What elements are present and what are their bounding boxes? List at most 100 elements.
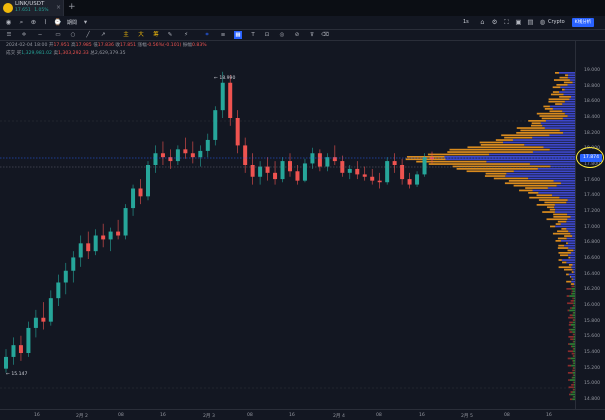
profile-bar-buy <box>524 144 575 146</box>
profile-bar-sell <box>558 259 562 261</box>
profile-bar-buy <box>444 156 575 158</box>
globe-icon[interactable]: ◍ <box>539 18 546 26</box>
magnet-icon[interactable]: ⌗ <box>205 32 209 38</box>
profile-bar-buy <box>573 297 575 300</box>
profile-bar-sell <box>550 93 564 96</box>
profile-bar-sell <box>572 355 575 357</box>
timezone-label[interactable]: 1s <box>463 19 469 25</box>
profile-bar-buy <box>559 91 575 93</box>
profile-bar-buy <box>570 216 575 218</box>
price-label: 16.800 <box>584 240 601 246</box>
profile-bar-sell <box>508 180 554 182</box>
profile-bar-sell <box>570 345 572 348</box>
eye-icon[interactable]: ◎ <box>279 32 285 38</box>
profile-bar-buy <box>559 129 575 132</box>
volume-sell: 1,303,292.33 <box>58 51 89 56</box>
profile-bar-buy <box>572 321 575 324</box>
profile-bar-sell <box>549 208 556 211</box>
measure-icon[interactable]: ▦ <box>234 31 242 39</box>
profile-bar-buy <box>567 74 575 77</box>
arrow-icon[interactable]: ↗ <box>100 32 106 38</box>
profile-bar-buy <box>574 369 575 372</box>
close-tab-icon[interactable]: × <box>56 4 62 11</box>
profile-bar-buy <box>562 110 575 113</box>
candle-body <box>11 345 16 357</box>
profile-bar-buy <box>538 192 575 194</box>
candle-body <box>93 235 98 252</box>
volume-total-label: 总 <box>90 51 95 56</box>
candle-body <box>325 157 330 167</box>
pattern-icon[interactable]: ⚡ <box>184 32 188 38</box>
profile-bar-sell <box>538 199 568 201</box>
high-annotation: ← 18.990 <box>214 76 236 81</box>
menu-icon[interactable]: ☰ <box>6 32 12 38</box>
fullscreen-icon[interactable]: ⛶ <box>504 18 509 26</box>
legend-amp: 0.83% <box>192 43 207 48</box>
chevron-down-icon[interactable]: ▾ <box>83 18 88 26</box>
horizontal-line-icon[interactable]: ─ <box>38 32 42 38</box>
compare-icon[interactable]: ⊕ <box>30 18 37 26</box>
layout-icon[interactable]: ▣ <box>515 18 522 26</box>
time-axis[interactable]: 16 2月 2 08 16 2月 3 08 16 2月 4 08 16 2月 5 08 16 <box>0 409 605 420</box>
text-icon[interactable]: T <box>251 32 255 38</box>
profile-bar-buy <box>574 367 575 369</box>
legend-high: 17.985 <box>75 43 92 48</box>
indicator-big-icon[interactable]: 大 <box>138 32 144 38</box>
avatar-icon[interactable]: ◉ <box>5 18 12 26</box>
candle-body <box>362 174 367 177</box>
profile-bar-sell <box>513 184 557 187</box>
indicator-main-icon[interactable]: 主 <box>123 32 129 38</box>
profile-bar-sell <box>566 242 568 245</box>
indicator-chips-icon[interactable]: 筹 <box>153 32 159 38</box>
profile-bar-buy <box>573 249 575 252</box>
volume-sell-label: 卖 <box>53 51 59 56</box>
profile-bar-sell <box>572 374 574 377</box>
candle-body <box>198 150 203 158</box>
legend-open-label: 开 <box>48 43 54 48</box>
fib-icon[interactable]: ≡ <box>220 32 226 38</box>
brush-icon[interactable]: ✎ <box>167 32 173 38</box>
trade-analysis-button[interactable]: K线分析 <box>572 18 594 27</box>
profile-bar-sell <box>546 218 568 221</box>
price-scale[interactable]: 19.000 18.800 18.600 18.400 18.200 18.000 17.8… <box>575 41 605 409</box>
profile-bar-buy <box>552 194 575 197</box>
camera-icon[interactable]: ⌂ <box>480 18 485 26</box>
profile-bar-sell <box>571 376 573 379</box>
profile-bar-sell <box>544 108 553 110</box>
profile-bar-sell <box>493 177 529 180</box>
circle-icon[interactable]: ○ <box>70 32 76 38</box>
candle-body <box>146 165 150 197</box>
add-tab-icon[interactable]: + <box>68 2 76 12</box>
profile-bar-sell <box>563 81 573 84</box>
profile-bar-buy <box>571 280 575 283</box>
search-icon[interactable]: ⌕ <box>19 18 24 26</box>
visibility-icon[interactable]: ⊘ <box>294 32 300 38</box>
profile-bar-sell <box>520 129 560 132</box>
rectangle-icon[interactable]: ▭ <box>55 32 61 38</box>
filter-icon[interactable]: ⊽ <box>309 32 315 38</box>
crosshair-icon[interactable]: ✛ <box>21 32 27 38</box>
symbol-tab[interactable]: LINK/USDT 17.651 1.05% × <box>0 0 64 16</box>
lock-icon[interactable]: ⊡ <box>264 32 270 38</box>
profile-bar-buy <box>570 328 575 331</box>
profile-bar-buy <box>572 376 575 379</box>
trash-icon[interactable]: ⌫ <box>321 32 329 38</box>
save-icon[interactable]: ▤ <box>527 18 534 26</box>
indicator-icon[interactable]: ⌇ <box>43 18 48 26</box>
profile-bar-buy <box>570 96 575 98</box>
profile-bar-buy <box>572 314 575 317</box>
profile-bar-buy <box>571 292 575 295</box>
alert-icon[interactable]: ⌚ <box>53 18 62 26</box>
profile-bar-sell <box>570 300 574 302</box>
line-icon[interactable]: ╱ <box>86 32 90 38</box>
candle-body <box>310 153 315 164</box>
profile-bar-buy <box>554 204 575 206</box>
profile-bar-sell <box>559 96 571 98</box>
candle-body <box>71 257 76 271</box>
interval-selector[interactable]: 期間 <box>67 20 78 26</box>
settings-icon[interactable]: ⚙ <box>491 18 498 26</box>
market-selector[interactable]: Crypto <box>548 19 565 25</box>
candle-body <box>78 243 83 258</box>
profile-bar-buy <box>573 386 575 389</box>
